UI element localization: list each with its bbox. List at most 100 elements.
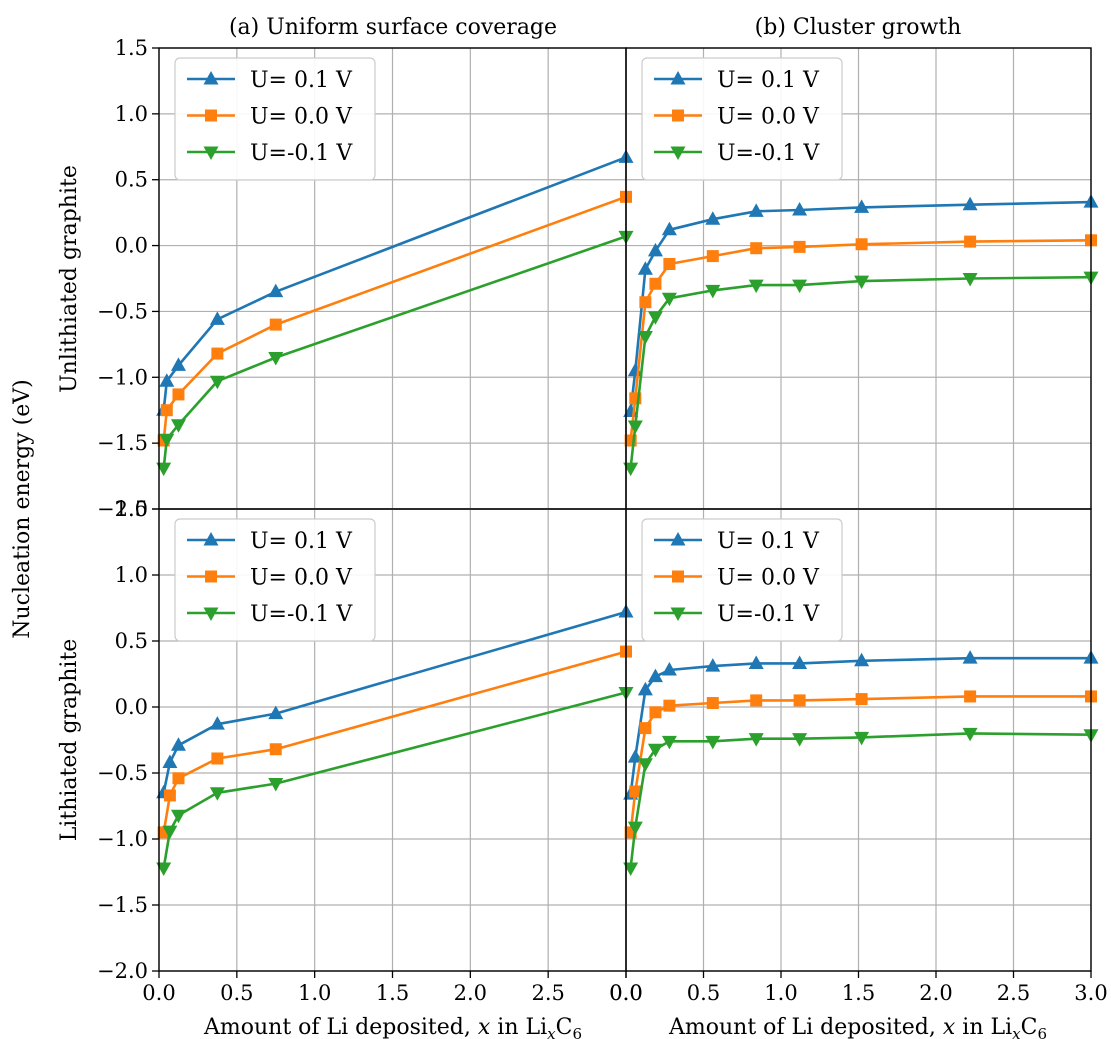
legend-label-0: U= 0.1 V xyxy=(250,529,353,554)
xtick-label-3: 1.5 xyxy=(376,981,409,1005)
legend-marker-0 xyxy=(203,532,219,546)
legend-label-2: U=-0.1 V xyxy=(717,602,820,627)
xtick-label-5: 2.5 xyxy=(997,981,1030,1005)
ytick-label-4: 0.0 xyxy=(115,234,148,258)
xtick-label-4: 2.0 xyxy=(919,981,952,1005)
data-point-s1-4 xyxy=(269,743,282,756)
legend-marker-2 xyxy=(203,607,219,621)
series-line-2 xyxy=(162,235,627,469)
data-point-s2-0 xyxy=(156,462,172,477)
data-point-s2-1 xyxy=(627,821,643,836)
data-point-s2-3 xyxy=(647,743,663,758)
data-point-s1-1 xyxy=(629,785,642,798)
data-point-s1-8 xyxy=(855,693,868,706)
data-point-s1-4 xyxy=(269,318,282,331)
data-point-s2-3 xyxy=(209,375,225,390)
legend: U= 0.1 V U= 0.0 V U=-0.1 V xyxy=(641,518,843,642)
legend-label-0: U= 0.1 V xyxy=(717,68,820,93)
legend-marker-1 xyxy=(672,109,684,122)
ytick-label-5: 0.5 xyxy=(115,629,148,653)
xtick-label-1: 0.5 xyxy=(687,981,720,1005)
data-point-s1-3 xyxy=(211,347,224,360)
ytick-label-4: 0.0 xyxy=(115,695,148,719)
data-point-s2-0 xyxy=(623,462,639,477)
xtick-label-2: 1.0 xyxy=(764,981,797,1005)
data-point-s2-8 xyxy=(854,275,870,290)
ytick-label-0: −2.0 xyxy=(97,959,148,983)
data-point-s2-4 xyxy=(661,292,677,307)
data-point-s2-4 xyxy=(661,735,677,750)
data-point-s2-4 xyxy=(268,778,284,792)
ytick-label-1: −1.5 xyxy=(97,431,148,455)
legend-marker-2 xyxy=(670,146,686,160)
legend-label-1: U= 0.0 V xyxy=(717,566,820,591)
data-point-s0-8 xyxy=(854,652,870,667)
data-point-s0-3 xyxy=(209,716,225,730)
data-point-s0-5 xyxy=(705,658,721,672)
ytick-label-5: 0.5 xyxy=(115,168,148,192)
legend-label-1: U= 0.0 V xyxy=(250,105,353,130)
legend-label-2: U=-0.1 V xyxy=(250,141,353,166)
legend-marker-1 xyxy=(205,570,217,583)
data-point-s1-4 xyxy=(663,258,676,271)
xlabel-right-in: in Li xyxy=(962,1015,1012,1039)
legend-marker-0 xyxy=(203,71,219,85)
data-point-s1-3 xyxy=(211,752,224,765)
data-point-s1-7 xyxy=(793,694,806,707)
xlabel-left-prefix: Amount of Li deposited, xyxy=(203,1015,471,1039)
legend-label-1: U= 0.0 V xyxy=(250,566,353,591)
col-title-a: (a) Uniform surface coverage xyxy=(229,15,557,40)
legend-label-0: U= 0.1 V xyxy=(717,529,820,554)
ytick-label-1: −1.5 xyxy=(97,893,148,917)
data-point-s0-3 xyxy=(209,311,225,325)
col-title-b: (b) Cluster growth xyxy=(755,15,962,40)
data-point-s0-1 xyxy=(159,373,175,387)
legend: U= 0.1 V U= 0.0 V U=-0.1 V xyxy=(174,57,376,181)
panel-bottom-right: 0.0 0.5 1.0 1.5 2.0 2.5 3.0 U= 0.1 V U= 0.0 V U=-… xyxy=(609,508,1108,1005)
data-point-s1-6 xyxy=(750,694,763,707)
data-point-s2-2 xyxy=(170,419,186,433)
data-point-s0-4 xyxy=(661,221,677,236)
legend-label-0: U= 0.1 V xyxy=(250,68,353,93)
xtick-label-6: 0.0 xyxy=(609,981,642,1005)
data-point-s1-2 xyxy=(639,296,652,309)
data-point-s0-9 xyxy=(962,196,978,211)
xtick-label-0: 0.0 xyxy=(609,981,642,1005)
data-point-s2-7 xyxy=(792,279,808,294)
ytick-label-2: −1.0 xyxy=(97,827,148,851)
legend-label-2: U=-0.1 V xyxy=(717,141,820,166)
data-point-s0-2 xyxy=(170,357,186,371)
data-point-s2-7 xyxy=(792,733,808,747)
data-point-s0-4 xyxy=(268,283,284,298)
data-point-s2-9 xyxy=(962,273,978,287)
series-line-1 xyxy=(162,195,627,441)
data-point-s2-3 xyxy=(647,311,663,325)
legend: U= 0.1 V U= 0.0 V U=-0.1 V xyxy=(174,518,376,642)
legend: U= 0.1 V U= 0.0 V U=-0.1 V xyxy=(641,57,843,181)
data-point-s1-9 xyxy=(964,690,977,703)
series-line-0 xyxy=(629,200,1092,412)
data-point-s0-8 xyxy=(854,199,870,213)
data-point-s0-9 xyxy=(962,650,978,664)
xlabel-left-6: 6 xyxy=(572,1025,582,1039)
figure-ylabel: Nucleation energy (eV) xyxy=(10,379,35,639)
data-point-s0-2 xyxy=(170,737,186,751)
row-label-top: Unlithiated graphite xyxy=(57,165,82,393)
xtick-label-2: 1.0 xyxy=(298,981,331,1005)
xlabel-right-var: x xyxy=(943,1015,956,1039)
ytick-label-7: 1.5 xyxy=(115,36,148,60)
series-line-1 xyxy=(629,239,1092,441)
legend-box xyxy=(174,57,376,181)
data-point-s2-5 xyxy=(705,735,721,750)
row-label-bottom: Lithiated graphite xyxy=(57,639,82,842)
xlabel-right: Amount of Li deposited, x in LixC6 xyxy=(668,1015,1047,1039)
ytick-label-6: 1.0 xyxy=(115,102,148,126)
xlabel-left-c: C xyxy=(556,1015,573,1039)
legend-box xyxy=(641,57,843,181)
panel-bottom-left: −2.0 −1.5 −1.0 −0.5 0.0 0.5 1.0 1.5 0.0 0.5 1.0 1.5… xyxy=(97,497,643,1005)
series-line-2 xyxy=(629,732,1092,869)
ytick-label-7: 1.5 xyxy=(115,497,148,521)
legend-marker-1 xyxy=(672,570,684,583)
data-point-s1-8 xyxy=(855,238,868,251)
xtick-label-3: 1.5 xyxy=(842,981,875,1005)
